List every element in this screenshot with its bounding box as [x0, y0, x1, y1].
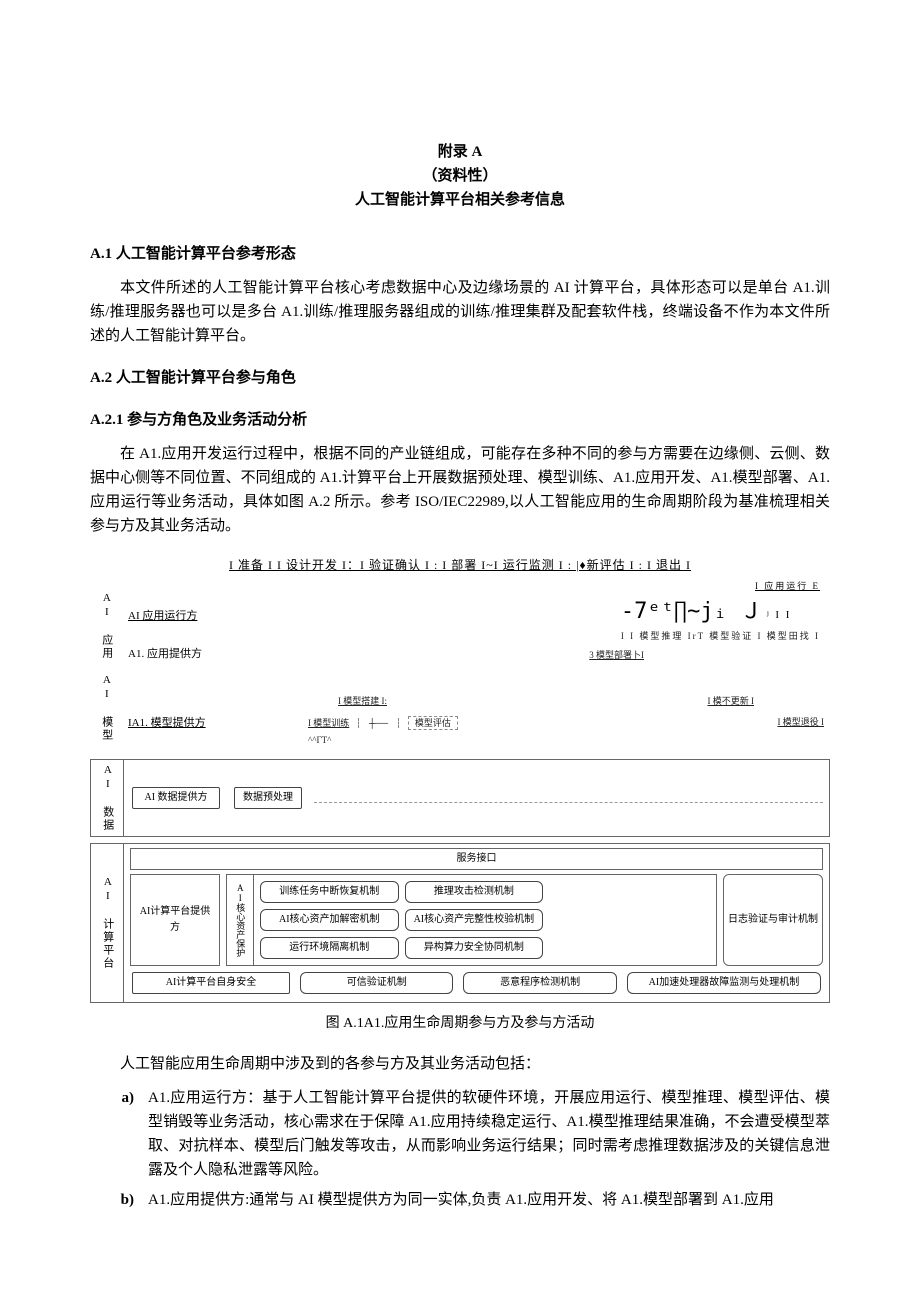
label-model-provider: IA1. 模型提供方: [128, 715, 248, 733]
box-log-audit: 日志验证与审计机制: [723, 874, 823, 966]
box-core-2: AI核心资产加解密机制: [260, 909, 399, 931]
list-intro: 人工智能应用生命周期中涉及到的各参与方及其业务活动包括：: [90, 1052, 830, 1076]
garbled-top-right: I 应用运行 E -7ᵉᵗ∏~jᵢ Ｊ ʲ I I I I 模型推理 IrT 模…: [621, 579, 820, 643]
vlabel-data: AI 数据: [91, 760, 124, 836]
sec2-body: AI 数据提供方 数据预处理: [124, 760, 829, 836]
box-bottom-2: AI加速处理器故障监测与处理机制: [627, 972, 821, 994]
box-bottom-1: 恶意程序检测机制: [463, 972, 616, 994]
vlabel-core-protection: AI核心资产保护: [227, 875, 254, 965]
box-core-3: AI核心资产完整性校验机制: [405, 909, 544, 931]
box-core-1: 推理攻击检测机制: [405, 881, 544, 903]
platform-mid-row: AI计算平台提供方 AI核心资产保护 训练任务中断恢复机制 推理攻击检测机制 A…: [124, 874, 829, 970]
marker-b: b): [90, 1188, 148, 1212]
sec3-body: 服务接口 AI计算平台提供方 AI核心资产保护 训练任务中断恢复机制 推理攻击检…: [124, 844, 829, 1002]
heading-a2: A.2 人工智能计算平台参与角色: [90, 366, 830, 390]
figure-a1-diagram: AI 应用 AI 模型 I 应用运行 E -7ᵉᵗ∏~jᵢ Ｊ ʲ I I I …: [90, 581, 830, 1003]
appendix-title: 人工智能计算平台相关参考信息: [90, 188, 830, 212]
box-bottom-0: 可信验证机制: [300, 972, 453, 994]
text-b: A1.应用提供方:通常与 AI 模型提供方为同一实体,负责 A1.应用开发、将 …: [148, 1188, 830, 1212]
label-app-runner: AI 应用运行方: [128, 608, 248, 626]
sec1-body: I 应用运行 E -7ᵉᵗ∏~jᵢ Ｊ ʲ I I I I 模型推理 IrT 模…: [122, 581, 830, 753]
core-protection-grid: 训练任务中断恢复机制 推理攻击检测机制 AI核心资产加解密机制 AI核心资产完整…: [254, 875, 549, 965]
marker-a: a): [90, 1086, 148, 1182]
label-app-provider: A1. 应用提供方: [128, 646, 248, 664]
row-model-provider: IA1. 模型提供方 I 模型训练 ┼── 模型评估 ^^ΓT^ I 模型退役 …: [128, 715, 824, 747]
figure-caption: 图 A.1A1.应用生命周期参与方及参与方活动: [90, 1013, 830, 1035]
garbled-glyphs: -7ᵉᵗ∏~jᵢ Ｊ: [621, 599, 762, 624]
label-model-eval: 模型评估: [408, 716, 458, 730]
label-model-train: I 模型训练: [308, 718, 349, 728]
document-page: 附录 A （资料性） 人工智能计算平台相关参考信息 A.1 人工智能计算平台参考…: [0, 0, 920, 1301]
vlabel-app-model: AI 应用 AI 模型: [90, 581, 122, 753]
label-model-train-sub: ^^ΓT^: [308, 733, 458, 747]
box-service-interface: 服务接口: [130, 848, 823, 870]
box-core-4: 运行环境隔离机制: [260, 937, 399, 959]
para-a21: 在 A1.应用开发运行过程中，根据不同的产业链组成，可能存在多种不同的参与方需要…: [90, 442, 830, 538]
appendix-label: 附录 A: [90, 140, 830, 164]
app-run-fragment: I 应用运行 E: [621, 579, 820, 593]
box-platform-provider: AI计算平台提供方: [130, 874, 220, 966]
text-a: A1.应用运行方：基于人工智能计算平台提供的软硬件环境，开展应用运行、模型推理、…: [148, 1086, 830, 1182]
model-infer-fragment: I I 模型推理 IrT 模型验证 I 模型田找 I: [621, 629, 820, 643]
diagram-sec-app-model: AI 应用 AI 模型 I 应用运行 E -7ᵉᵗ∏~jᵢ Ｊ ʲ I I I …: [90, 581, 830, 753]
heading-a21: A.2.1 参与方角色及业务活动分析: [90, 408, 830, 432]
box-data-prep: 数据预处理: [234, 787, 302, 809]
label-model-deploy: 3 模型部署卜I: [589, 648, 644, 662]
diagram-sec-data: AI 数据 AI 数据提供方 数据预处理: [90, 759, 830, 837]
platform-bottom-row: AI计算平台自身安全 可信验证机制 恶意程序检测机制 AI加速处理器故障监测与处…: [124, 970, 829, 1002]
label-model-retire: I 模型退役 I: [778, 715, 825, 729]
list-item-a: a) A1.应用运行方：基于人工智能计算平台提供的软硬件环境，开展应用运行、模型…: [90, 1086, 830, 1182]
title-block: 附录 A （资料性） 人工智能计算平台相关参考信息: [90, 140, 830, 212]
label-model-build: I 模型搭建 I:: [338, 694, 387, 708]
vlabel-platform: AI 计算平台: [91, 844, 124, 1002]
label-model-noupdate: I 模不更新 I: [708, 694, 755, 708]
nature-label: （资料性）: [90, 164, 830, 188]
list-item-b: b) A1.应用提供方:通常与 AI 模型提供方为同一实体,负责 A1.应用开发…: [90, 1188, 830, 1212]
row-model-build: I 模型搭建 I: I 模不更新 I: [128, 687, 824, 715]
box-core-0: 训练任务中断恢复机制: [260, 881, 399, 903]
box-self-security: AI计算平台自身安全: [132, 972, 290, 994]
para-a1: 本文件所述的人工智能计算平台核心考虑数据中心及边缘场景的 AI 计算平台，具体形…: [90, 276, 830, 348]
box-core-5: 异构算力安全协同机制: [405, 937, 544, 959]
lifecycle-phases: I 准备 I I 设计开发 I：I 验证确认 I : I 部署 I~I 运行监测…: [90, 556, 830, 575]
diagram-sec-platform: AI 计算平台 服务接口 AI计算平台提供方 AI核心资产保护 训练任务中断恢复…: [90, 843, 830, 1003]
box-core-protection: AI核心资产保护 训练任务中断恢复机制 推理攻击检测机制 AI核心资产加解密机制…: [226, 874, 717, 966]
box-data-provider: AI 数据提供方: [132, 787, 220, 809]
heading-a1: A.1 人工智能计算平台参考形态: [90, 242, 830, 266]
garbled-tail: ʲ I I: [767, 609, 792, 621]
row-app-provider: A1. 应用提供方 3 模型部署卜I: [128, 641, 824, 669]
